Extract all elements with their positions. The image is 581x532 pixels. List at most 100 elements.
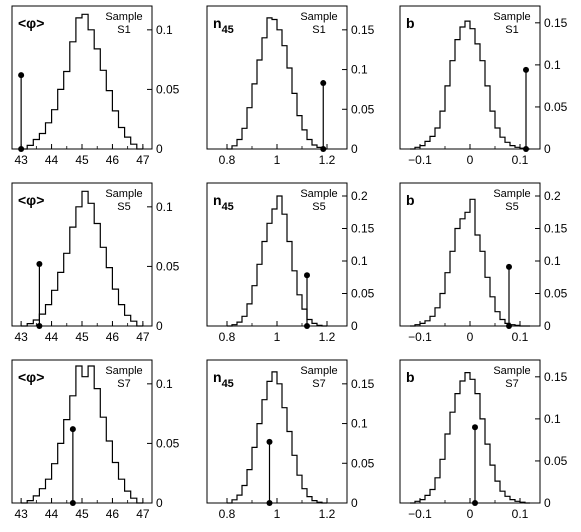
y-tick-label: 0.05	[351, 102, 375, 116]
y-tick-label: 0	[156, 142, 163, 156]
histogram-outline	[410, 198, 530, 327]
marker-base-dot	[69, 500, 76, 506]
sample-label: Sample	[105, 188, 142, 200]
x-tick-label: 0.8	[219, 330, 236, 344]
y-tick-label: 0.1	[156, 377, 173, 391]
x-tick-label: 47	[136, 153, 150, 167]
variable-label: <φ>	[18, 192, 44, 208]
variable-label: n45	[213, 15, 234, 36]
sample-label: Sample	[493, 188, 530, 200]
marker-base-dot	[506, 323, 512, 329]
sample-id: S1	[117, 24, 130, 36]
sample-label: Sample	[300, 188, 337, 200]
sample-label: Sample	[300, 11, 337, 23]
y-tick-label: 0.1	[156, 200, 173, 214]
y-tick-label: 0	[351, 319, 358, 333]
marker-base-dot	[18, 146, 25, 152]
histogram-outline	[21, 365, 143, 504]
marker-top-dot	[69, 426, 76, 433]
y-tick-label: 0.05	[544, 100, 568, 114]
y-tick-label: 0.15	[544, 222, 568, 236]
x-tick-label: 1	[274, 330, 281, 344]
y-tick-label: 0	[156, 319, 163, 333]
y-tick-label: 0	[156, 496, 163, 510]
marker-base-dot	[36, 323, 43, 329]
x-tick-label: 0.8	[219, 507, 236, 521]
y-tick-label: 0	[544, 496, 551, 510]
x-tick-label: 0.1	[512, 153, 529, 167]
x-tick-label: 44	[45, 507, 59, 521]
x-tick-label: 43	[14, 507, 28, 521]
marker-top-dot	[523, 66, 529, 73]
y-tick-label: 0.15	[544, 16, 568, 30]
sample-label: Sample	[493, 11, 530, 23]
histogram-outline	[227, 195, 327, 327]
sample-label: Sample	[300, 365, 337, 377]
plot-frame	[399, 359, 541, 504]
marker-top-dot	[304, 272, 310, 279]
sample-id: S1	[312, 24, 325, 36]
x-tick-label: 46	[106, 153, 120, 167]
marker-top-dot	[472, 424, 478, 431]
x-tick-label: −0.1	[408, 507, 432, 521]
y-tick-label: 0.1	[544, 254, 561, 268]
y-tick-label: 0.05	[544, 287, 568, 301]
x-tick-label: 46	[106, 507, 120, 521]
x-tick-label: −0.1	[408, 153, 432, 167]
y-tick-label: 0.05	[351, 287, 375, 301]
variable-label: b	[406, 192, 415, 208]
x-tick-label: 1.2	[319, 507, 336, 521]
x-tick-label: 1	[274, 153, 281, 167]
marker-base-dot	[523, 146, 529, 152]
x-tick-label: 46	[106, 330, 120, 344]
x-tick-label: 0	[467, 153, 474, 167]
x-tick-label: −0.1	[408, 330, 432, 344]
histogram-outline	[21, 190, 143, 327]
x-tick-label: 44	[45, 330, 59, 344]
y-tick-label: 0.05	[544, 454, 568, 468]
y-tick-label: 0.15	[351, 377, 375, 391]
sample-id: S5	[505, 201, 518, 213]
sample-id: S1	[505, 24, 518, 36]
marker-base-dot	[320, 146, 327, 152]
x-tick-label: 1	[274, 507, 281, 521]
variable-label: b	[406, 15, 415, 31]
y-tick-label: 0.15	[351, 222, 375, 236]
y-tick-label: 0.05	[351, 456, 375, 470]
y-tick-label: 0	[351, 496, 358, 510]
x-tick-label: 47	[136, 507, 150, 521]
variable-label: n45	[213, 192, 234, 213]
x-tick-label: 1.2	[319, 330, 336, 344]
y-tick-label: 0.05	[156, 436, 180, 450]
sample-label: Sample	[493, 365, 530, 377]
x-tick-label: 0.8	[219, 153, 236, 167]
marker-top-dot	[320, 80, 327, 87]
variable-label: <φ>	[18, 15, 44, 31]
sample-label: Sample	[105, 11, 142, 23]
sample-label: Sample	[105, 365, 142, 377]
x-tick-label: 45	[75, 153, 89, 167]
sample-id: S7	[312, 378, 325, 390]
x-tick-label: 0.1	[512, 330, 529, 344]
histogram-outline	[410, 20, 530, 150]
sample-id: S5	[117, 201, 130, 213]
histogram-outline	[227, 17, 327, 150]
x-tick-label: 44	[45, 153, 59, 167]
sample-id: S7	[505, 378, 518, 390]
y-tick-label: 0.05	[156, 82, 180, 96]
x-tick-label: 0	[467, 330, 474, 344]
y-tick-label: 0.1	[351, 63, 368, 77]
y-tick-label: 0.15	[544, 370, 568, 384]
x-tick-label: 43	[14, 153, 28, 167]
x-tick-label: 43	[14, 330, 28, 344]
variable-label: n45	[213, 369, 234, 390]
y-tick-label: 0.2	[351, 189, 368, 203]
